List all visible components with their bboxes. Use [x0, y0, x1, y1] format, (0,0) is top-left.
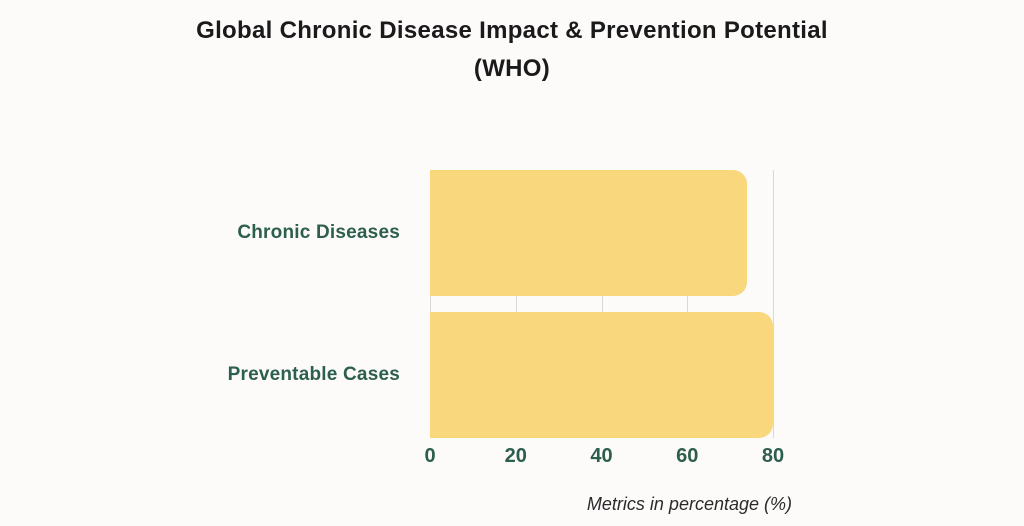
- bar: [430, 170, 748, 296]
- gridline: [430, 170, 431, 438]
- gridline: [773, 170, 774, 438]
- gridline: [515, 170, 517, 438]
- plot-area: [430, 170, 774, 438]
- chart-title-line2: (WHO): [473, 55, 551, 82]
- bar: [430, 312, 773, 438]
- x-axis-ticks: 0 20 40 60 80: [0, 444, 1024, 470]
- x-axis-caption: Metrics in percentage (%): [586, 494, 792, 514]
- gridline: [687, 170, 689, 438]
- x-tick-label: 40: [590, 445, 613, 467]
- x-tick-label: 20: [504, 445, 527, 467]
- gridline: [601, 170, 603, 438]
- category-axis: Chronic Diseases Preventable Cases: [0, 170, 400, 438]
- x-tick-label: 60: [676, 445, 699, 467]
- category-label: Chronic Diseases: [237, 222, 400, 243]
- category-label: Preventable Cases: [227, 364, 400, 385]
- x-tick-label: 0: [424, 445, 436, 467]
- chart-title: Global Chronic Disease Impact & Preventi…: [0, 12, 1024, 88]
- x-tick-label: 80: [761, 445, 785, 467]
- chart-title-line1: Global Chronic Disease Impact & Preventi…: [196, 17, 828, 44]
